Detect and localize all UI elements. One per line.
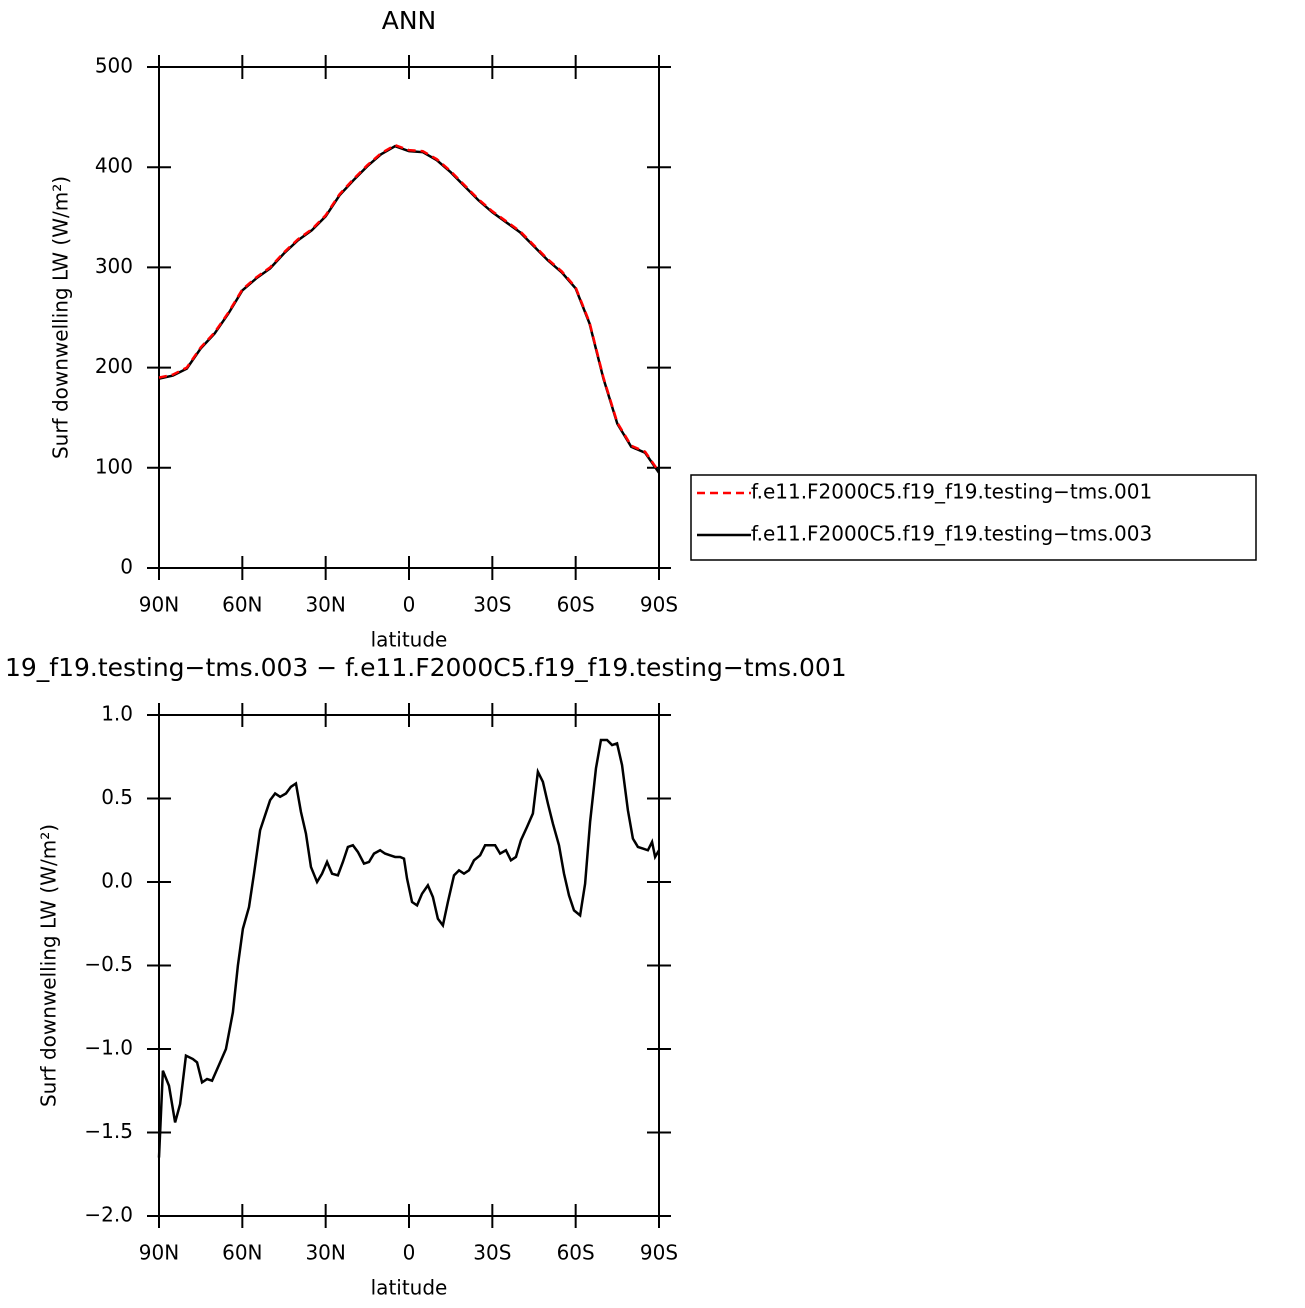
x-tick-label: 30S	[473, 593, 511, 617]
y-axis-label: Surf downwelling LW (W/m²)	[37, 824, 61, 1107]
legend-label: f.e11.F2000C5.f19_f19.testing−tms.001	[751, 480, 1152, 504]
y-tick-label: 0.5	[101, 785, 133, 809]
y-axis-label: Surf downwelling LW (W/m²)	[49, 176, 73, 459]
legend-label: f.e11.F2000C5.f19_f19.testing−tms.003	[751, 522, 1152, 546]
plot-frame	[158, 714, 660, 1217]
chart-title: 19_f19.testing−tms.003 − f.e11.F2000C5.f…	[5, 653, 847, 682]
y-tick-label: 1.0	[101, 702, 133, 726]
data-line	[157, 738, 661, 1158]
data-line	[158, 143, 661, 473]
data-line	[158, 144, 661, 474]
y-tick-label: 200	[95, 354, 133, 378]
x-tick-label: 30S	[473, 1241, 511, 1265]
x-axis-label: latitude	[371, 628, 448, 652]
y-tick-label: −0.5	[84, 952, 133, 976]
x-tick-label: 0	[403, 1241, 416, 1265]
chart-title: ANN	[382, 6, 437, 35]
y-tick-label: 500	[95, 54, 133, 78]
x-tick-label: 30N	[305, 593, 345, 617]
x-tick-label: 60N	[222, 593, 262, 617]
y-tick-label: −1.5	[84, 1119, 133, 1143]
y-tick-label: 0.0	[101, 869, 133, 893]
y-tick-label: −1.0	[84, 1036, 133, 1060]
x-tick-label: 90S	[640, 593, 678, 617]
x-tick-label: 90N	[139, 1241, 179, 1265]
x-tick-label: 90S	[640, 1241, 678, 1265]
legend-box	[690, 474, 1257, 561]
y-tick-label: 0	[120, 555, 133, 579]
x-tick-label: 60N	[222, 1241, 262, 1265]
plot-frame	[158, 66, 660, 569]
y-tick-label: 100	[95, 454, 133, 478]
y-tick-label: 300	[95, 254, 133, 278]
y-tick-label: 400	[95, 154, 133, 178]
x-tick-label: 60S	[557, 593, 595, 617]
x-tick-label: 90N	[139, 593, 179, 617]
y-tick-label: −2.0	[84, 1203, 133, 1227]
x-axis-label: latitude	[371, 1276, 448, 1300]
x-tick-label: 30N	[305, 1241, 345, 1265]
x-tick-label: 0	[403, 593, 416, 617]
x-tick-label: 60S	[557, 1241, 595, 1265]
